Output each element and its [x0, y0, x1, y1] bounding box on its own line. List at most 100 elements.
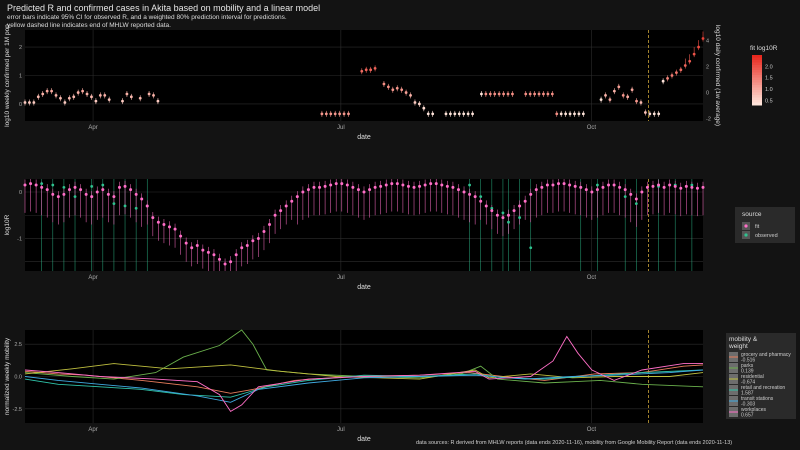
case-point — [449, 112, 452, 116]
case-point — [612, 89, 616, 93]
fit-point — [568, 183, 572, 187]
observed-point — [634, 202, 638, 206]
case-point — [329, 112, 333, 116]
case-point — [679, 68, 683, 72]
fit-point — [173, 227, 177, 231]
case-point — [54, 94, 58, 97]
fit-point — [262, 230, 266, 234]
legend-title-line: mobility & — [729, 336, 758, 343]
legend-series-name: parks — [741, 363, 754, 369]
fit-point — [456, 188, 460, 192]
fit-point — [340, 182, 344, 186]
fit-point — [401, 183, 405, 187]
fit-point — [329, 183, 333, 187]
case-point — [635, 99, 638, 103]
right-axis-label: log10 daily confirmed (1w average) — [714, 25, 721, 126]
fit-point — [129, 188, 133, 192]
case-point — [537, 92, 541, 96]
fit-point — [40, 185, 44, 189]
case-point — [692, 52, 696, 56]
panel-log_r: Apr Jul Oct 0 -1 date log10R — [4, 179, 705, 291]
fit-point — [67, 188, 71, 192]
fit-point — [117, 185, 121, 189]
fit-point — [273, 213, 277, 217]
case-point — [72, 95, 76, 99]
fit-point — [223, 262, 227, 266]
fit-point — [529, 192, 533, 196]
case-point — [555, 112, 559, 116]
observed-point — [134, 206, 138, 210]
right-tick-label: 0 — [706, 90, 709, 96]
fit-point — [557, 182, 561, 186]
colorbar-step — [752, 90, 762, 93]
case-point — [466, 112, 470, 116]
observed-point — [112, 202, 116, 206]
case-point — [36, 95, 40, 99]
case-point — [506, 92, 510, 96]
case-point — [400, 88, 404, 92]
fit-point — [218, 257, 222, 261]
y-tick-label: 2 — [19, 45, 22, 51]
fit-point — [362, 190, 366, 194]
colorbar-step — [752, 102, 762, 106]
fit-point — [334, 182, 338, 186]
legend-series-name: workplaces — [741, 407, 767, 413]
case-point — [493, 92, 497, 96]
case-point — [688, 59, 692, 63]
fit-point — [579, 185, 583, 189]
fit-point — [151, 216, 155, 220]
x-axis-label: date — [357, 436, 371, 443]
case-point — [422, 106, 426, 110]
fit-point — [490, 209, 494, 213]
case-point — [347, 112, 350, 116]
fit-point — [179, 234, 183, 238]
colorbar-step — [752, 55, 762, 58]
fit-point — [645, 185, 649, 189]
x-axis-label: date — [357, 134, 371, 141]
case-point — [621, 94, 625, 97]
case-point — [511, 92, 514, 96]
fit-point — [545, 183, 549, 187]
case-point — [559, 112, 563, 116]
fit-point — [134, 192, 138, 196]
fit-point — [373, 185, 377, 189]
case-point — [369, 68, 373, 72]
mobility-legend: mobility &weight grocery and pharmacy-0.5… — [726, 333, 796, 419]
fit-point — [506, 213, 510, 217]
case-point — [364, 68, 368, 72]
case-point — [32, 101, 36, 104]
observed-point — [40, 182, 44, 186]
fit-point — [123, 184, 127, 188]
case-point — [626, 95, 630, 99]
x-axis-label: date — [357, 284, 371, 291]
fit-point — [679, 186, 683, 190]
fit-point — [368, 188, 372, 192]
series-line — [24, 363, 704, 380]
fit-point — [106, 192, 110, 196]
observed-point — [501, 211, 505, 215]
fit-point — [607, 183, 611, 187]
case-point — [564, 112, 568, 116]
fit-point — [295, 195, 299, 199]
series-line — [24, 369, 704, 403]
panel-mobility: Apr Jul Oct 2.5 0.0 -2.5 date normalized weekly… — [4, 329, 704, 443]
case-point — [661, 79, 665, 83]
case-point — [666, 76, 669, 80]
right-tick-label: 4 — [706, 38, 709, 44]
case-point — [138, 96, 142, 100]
case-point — [573, 112, 576, 116]
fit-point — [90, 195, 94, 199]
case-point — [121, 99, 124, 103]
fit-point — [390, 182, 394, 186]
fit-point — [701, 185, 705, 189]
fit-point — [479, 199, 483, 203]
y-tick-label: 1 — [19, 74, 22, 80]
observed-point — [490, 206, 494, 210]
fit-point — [651, 184, 655, 188]
fit-point — [279, 209, 283, 213]
case-point — [94, 99, 98, 103]
case-point — [533, 92, 537, 96]
colorbar-step — [752, 95, 762, 98]
fit-point — [673, 184, 677, 188]
